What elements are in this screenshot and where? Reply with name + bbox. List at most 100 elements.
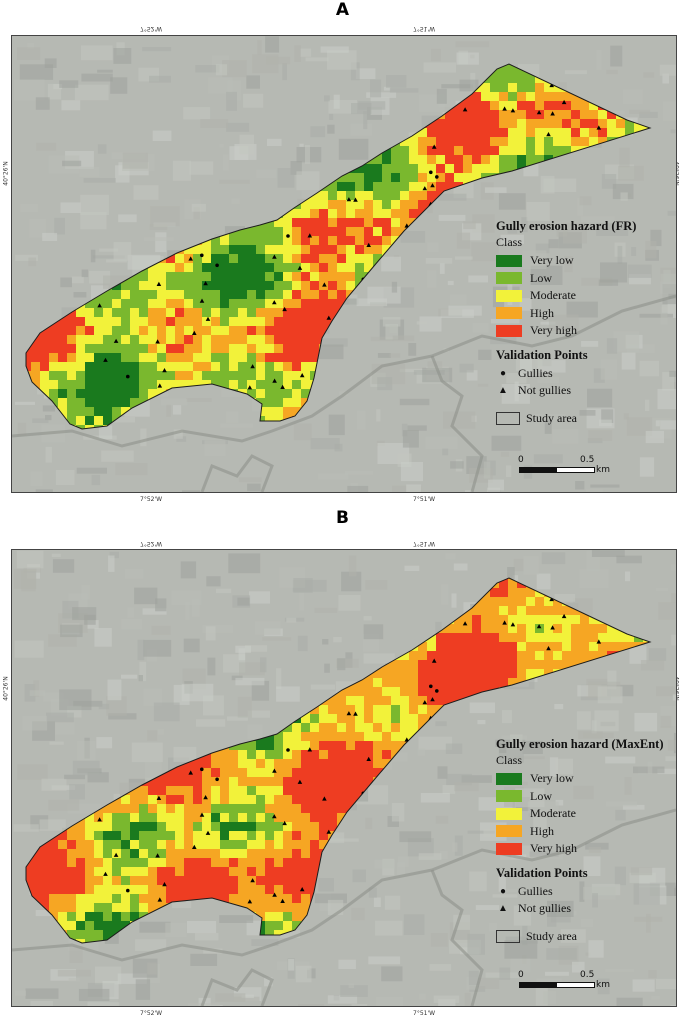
not-gully-point bbox=[162, 368, 167, 373]
not-gully-point bbox=[550, 625, 555, 630]
legend-label: Very high bbox=[530, 841, 577, 856]
legend-label: Very high bbox=[530, 323, 577, 338]
validation-title-a: Validation Points bbox=[496, 347, 588, 362]
legend-row-high-b: High bbox=[496, 823, 676, 841]
not-gully-point bbox=[536, 110, 542, 115]
scale-bar bbox=[519, 982, 595, 988]
tick-top-right-a: 7°51'W bbox=[413, 25, 436, 32]
legend-row-not-gullies-a: ▲ Not gullies bbox=[496, 382, 676, 400]
legend-label: Not gullies bbox=[518, 383, 571, 398]
not-gully-point bbox=[156, 795, 162, 800]
legend-label: Gullies bbox=[518, 883, 553, 898]
gully-point bbox=[286, 234, 290, 238]
not-gully-point bbox=[422, 186, 428, 191]
legend-row-gullies-a: ● Gullies bbox=[496, 365, 676, 383]
not-gully-point bbox=[510, 108, 516, 113]
tick-bottom-left-b: 7°52'W bbox=[140, 1010, 163, 1017]
not-gully-point bbox=[272, 254, 277, 259]
not-gully-point bbox=[431, 658, 437, 663]
legend-row-very-low-b: Very low bbox=[496, 770, 676, 788]
tick-bottom-right-b: 7°51'W bbox=[413, 1010, 436, 1017]
scalebar-a: 0 0.5 km bbox=[518, 455, 638, 477]
gully-point bbox=[215, 263, 219, 268]
not-gully-point bbox=[155, 853, 160, 858]
swatch-high bbox=[496, 825, 522, 838]
hazard-map-a bbox=[12, 36, 676, 492]
not-gully-point bbox=[353, 197, 358, 202]
not-gully-point bbox=[192, 844, 197, 849]
scale-unit: km bbox=[596, 980, 610, 990]
swatch-high bbox=[496, 307, 522, 320]
study-area-icon bbox=[496, 411, 520, 425]
legend-label: Moderate bbox=[530, 288, 576, 303]
not-gully-point bbox=[247, 899, 253, 904]
not-gully-point bbox=[404, 223, 410, 228]
legend-row-very-high-a: Very high bbox=[496, 322, 676, 340]
not-gully-point bbox=[561, 99, 567, 105]
gully-point bbox=[126, 888, 130, 893]
not-gully-point bbox=[322, 796, 327, 801]
not-gully-point bbox=[307, 233, 313, 238]
not-gully-point bbox=[205, 830, 211, 835]
legend-row-very-high-b: Very high bbox=[496, 840, 676, 858]
not-gully-point bbox=[155, 339, 160, 344]
not-gully-point bbox=[199, 298, 205, 303]
legend-title-b: Gully erosion hazard (MaxEnt) bbox=[496, 737, 664, 751]
not-gully-point bbox=[307, 747, 313, 752]
not-gully-point bbox=[596, 125, 602, 130]
not-gully-point bbox=[546, 646, 551, 651]
triangle-icon: ▲ bbox=[498, 903, 508, 915]
legend-label: Low bbox=[530, 788, 552, 803]
not-gully-point bbox=[203, 281, 208, 286]
not-gully-point bbox=[205, 316, 211, 321]
not-gully-point bbox=[462, 621, 468, 626]
not-gully-point bbox=[162, 882, 167, 887]
gully-point bbox=[435, 175, 439, 179]
gully-point bbox=[200, 767, 204, 772]
validation-title-b: Validation Points bbox=[496, 865, 588, 880]
not-gully-point bbox=[97, 303, 102, 308]
not-gully-point bbox=[404, 737, 410, 742]
not-gully-point bbox=[366, 756, 371, 761]
tick-top-left-a: 7°52'W bbox=[140, 25, 163, 32]
legend-label: Not gullies bbox=[518, 901, 571, 916]
not-gully-point bbox=[272, 892, 277, 897]
swatch-very-low bbox=[496, 254, 522, 267]
scale-zero: 0 bbox=[518, 970, 524, 980]
not-gully-point bbox=[326, 315, 332, 320]
not-gully-point bbox=[250, 364, 255, 369]
swatch-low bbox=[496, 790, 522, 803]
not-gully-point bbox=[346, 197, 352, 202]
not-gully-point bbox=[282, 820, 287, 826]
map-frame-a bbox=[11, 35, 677, 493]
not-gully-point bbox=[188, 256, 193, 261]
not-gully-point bbox=[430, 697, 435, 702]
swatch-moderate bbox=[496, 289, 522, 302]
not-gully-point bbox=[113, 852, 119, 857]
not-gully-point bbox=[156, 281, 162, 286]
not-gully-point bbox=[113, 338, 119, 343]
not-gully-point bbox=[297, 265, 303, 270]
scale-mid: 0.5 bbox=[580, 970, 595, 980]
scale-zero: 0 bbox=[518, 455, 524, 465]
not-gully-point bbox=[272, 300, 277, 305]
legend-label: Very low bbox=[530, 253, 574, 268]
not-gully-point bbox=[596, 639, 602, 644]
not-gully-point bbox=[272, 378, 277, 383]
swatch-very-high bbox=[496, 842, 522, 855]
circle-icon: ● bbox=[499, 885, 507, 897]
study-area-outline bbox=[25, 577, 652, 944]
gully-point bbox=[429, 170, 433, 175]
not-gully-point bbox=[103, 357, 108, 362]
not-gully-point bbox=[431, 144, 437, 149]
not-gully-point bbox=[549, 82, 554, 88]
hazard-map-b bbox=[12, 550, 676, 1006]
not-gully-point bbox=[299, 373, 305, 378]
not-gully-point bbox=[510, 622, 516, 627]
not-gully-point bbox=[326, 829, 332, 834]
legend-row-high-a: High bbox=[496, 305, 676, 323]
not-gully-point bbox=[366, 242, 371, 247]
legend-row-moderate-b: Moderate bbox=[496, 805, 676, 823]
gully-point bbox=[126, 374, 130, 379]
not-gully-point bbox=[550, 111, 555, 116]
